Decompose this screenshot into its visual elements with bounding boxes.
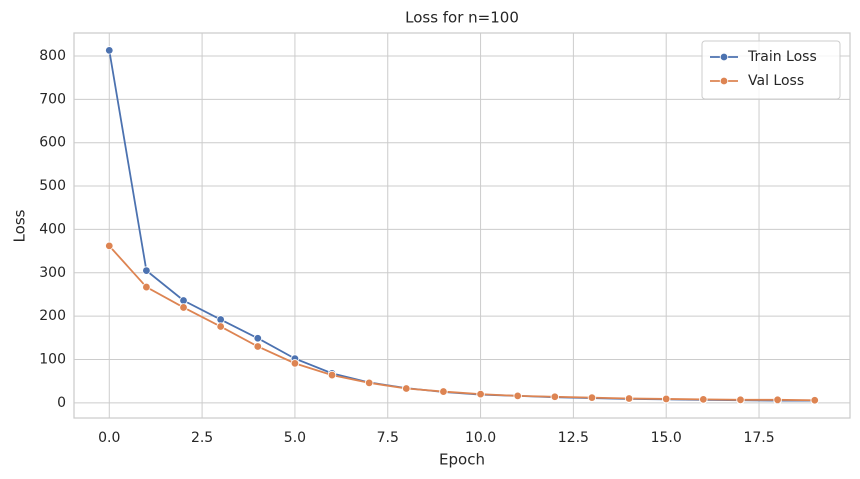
x-tick-label: 7.5: [377, 430, 399, 446]
y-tick-label: 600: [39, 135, 66, 151]
y-tick-label: 300: [39, 265, 66, 281]
x-tick-label: 17.5: [743, 430, 774, 446]
data-point: [439, 387, 448, 396]
data-point: [624, 394, 634, 403]
y-tick-label: 700: [39, 91, 66, 107]
y-tick-label: 100: [39, 351, 66, 367]
y-tick-label: 200: [39, 308, 66, 324]
data-point: [253, 342, 262, 351]
data-point: [364, 378, 374, 388]
y-axis-label: Loss: [11, 209, 29, 242]
data-point: [142, 282, 151, 292]
legend-label: Train Loss: [747, 49, 817, 65]
data-point: [179, 296, 188, 305]
legend-box: [701, 40, 841, 100]
data-point: [216, 315, 225, 324]
y-tick-label: 400: [39, 221, 66, 237]
data-point: [736, 395, 745, 404]
data-point: [810, 396, 819, 405]
data-point: [142, 266, 151, 275]
data-point: [476, 389, 485, 399]
data-point: [773, 395, 782, 404]
x-tick-label: 10.0: [465, 430, 496, 446]
data-point: [105, 241, 114, 251]
plot-frame: [73, 32, 851, 419]
chart-title: Loss for n=100: [405, 9, 519, 27]
data-point: [290, 359, 300, 368]
y-tick-label: 800: [39, 48, 66, 64]
y-tick-label: 500: [39, 178, 66, 194]
x-tick-label: 0.0: [98, 430, 120, 446]
legend-marker: [719, 76, 729, 86]
x-tick-label: 12.5: [558, 430, 589, 446]
data-point: [402, 384, 411, 393]
data-point: [699, 395, 708, 404]
data-point: [587, 393, 597, 402]
data-point: [216, 322, 225, 331]
data-point: [327, 370, 337, 380]
legend: Train Loss Val Loss: [701, 40, 841, 100]
x-axis-label: Epoch: [439, 451, 485, 469]
series-line: [108, 245, 815, 402]
data-point: [513, 391, 522, 401]
x-tick-label: 15.0: [651, 430, 682, 446]
data-point: [550, 392, 560, 401]
data-point: [179, 303, 188, 312]
legend-marker: [719, 52, 729, 62]
data-point: [662, 394, 671, 404]
x-tick-label: 2.5: [191, 430, 213, 446]
data-point: [105, 46, 114, 55]
x-tick-label: 5.0: [284, 430, 306, 446]
y-tick-label: 0: [57, 395, 66, 411]
legend-label: Val Loss: [748, 73, 804, 89]
data-point: [253, 334, 262, 343]
